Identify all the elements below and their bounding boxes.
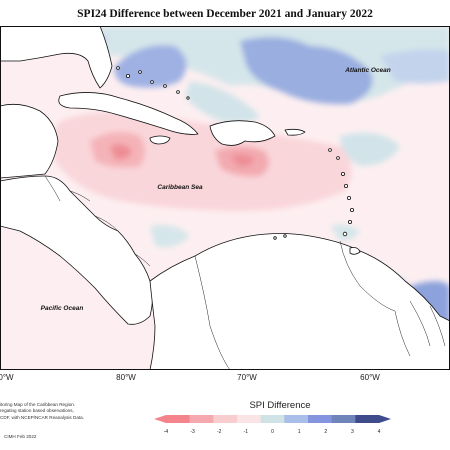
legend-tick-label: 1 — [298, 429, 301, 435]
yucatan — [0, 103, 59, 179]
legend-arrow-right — [379, 415, 391, 423]
lon-label-60w: 60°W — [360, 373, 380, 382]
cuba — [58, 92, 199, 135]
legend-swatch — [213, 415, 238, 423]
legend-swatch — [189, 415, 214, 423]
atlantic-ocean-label: Atlantic Ocean — [344, 67, 391, 74]
lon-label-80w: 80°W — [116, 373, 136, 382]
jamaica-red-core — [110, 144, 132, 160]
legend-tick-label: 4 — [378, 429, 381, 435]
atlantic-blue-patch — [240, 37, 373, 105]
bahamas-blue-patch — [114, 45, 187, 88]
credit-text: itoring Map of the Caribbean Region. reg… — [0, 402, 120, 421]
credit-line: itoring Map of the Caribbean Region. — [0, 402, 76, 407]
map-title: SPI24 Difference between December 2021 a… — [77, 8, 373, 20]
bahamas-island — [116, 66, 120, 70]
antilles-island — [340, 171, 345, 176]
trinidad — [349, 247, 361, 255]
central-america — [0, 175, 153, 325]
legend-tick-label: -2 — [217, 429, 222, 435]
legend-swatch — [237, 415, 261, 423]
florida — [0, 26, 113, 89]
south-america — [149, 233, 450, 370]
pacific-ocean-label: Pacific Ocean — [41, 305, 84, 312]
lon-label-90w: 0°W — [0, 373, 14, 382]
country-borders — [44, 175, 446, 370]
legend-tick-label: 3 — [351, 429, 354, 435]
caribbean-sea-label: Caribbean Sea — [157, 184, 203, 191]
legend-tick-label: -4 — [164, 429, 169, 435]
coastlines — [0, 26, 450, 370]
credit-line: CDF, with NCEP/NCAR Reanalysis Data. — [0, 414, 84, 420]
legend-colorbar: -4 -3 -2 -1 0 1 2 3 4 — [150, 412, 395, 436]
legend-tick-label: 2 — [324, 429, 327, 435]
legend-swatch — [166, 415, 190, 423]
legend-swatch — [331, 415, 356, 423]
legend-tick-label: -1 — [244, 429, 249, 435]
legend-tick-label: 0 — [271, 429, 274, 435]
legend-swatch — [308, 415, 332, 423]
legend-swatch — [284, 415, 309, 423]
lon-label-70w: 70°W — [237, 373, 257, 382]
credit-line: regating station based observations, — [0, 408, 74, 414]
credit-date: CIMH Feb 2022 — [4, 434, 37, 439]
legend-title: SPI Difference — [249, 400, 311, 411]
hispaniola-red-core — [230, 154, 255, 167]
legend-tick-label: -3 — [190, 429, 195, 435]
jamaica — [149, 135, 171, 145]
spi-map: Atlantic Ocean Caribbean Sea Pacific Oce… — [0, 26, 450, 370]
legend-swatch — [355, 415, 380, 423]
puerto-rico — [284, 128, 306, 136]
hispaniola — [209, 120, 276, 146]
legend-swatch — [260, 415, 285, 423]
legend-arrow-left — [154, 415, 166, 423]
